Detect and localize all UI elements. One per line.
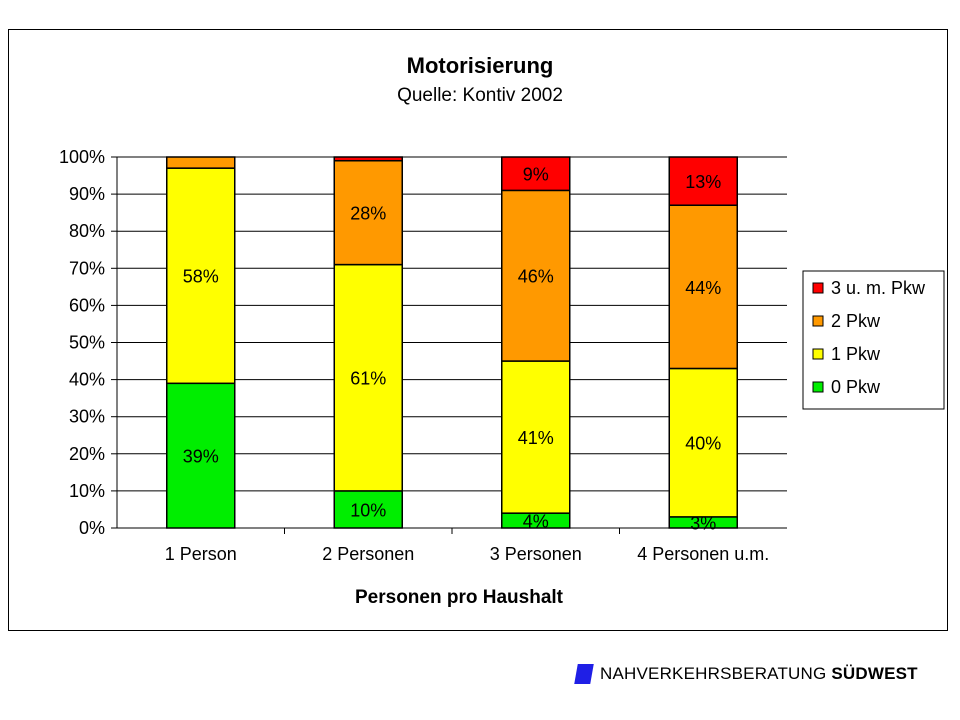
- bar-segment: [501, 189, 571, 362]
- x-tick-label: 2 Personen: [322, 544, 414, 564]
- bar-segment: [668, 367, 738, 518]
- bar-segment: [166, 382, 236, 529]
- bar-segment: [501, 156, 571, 192]
- legend-swatch: [812, 315, 824, 327]
- bar-segment: [333, 490, 403, 529]
- y-tick-label: 100%: [59, 147, 105, 167]
- y-tick-label: 10%: [69, 481, 105, 501]
- legend: 3 u. m. Pkw 2 Pkw 1 Pkw 0 Pkw: [802, 270, 945, 410]
- footer-brand: NAHVERKEHRSBERATUNG SÜDWEST: [574, 662, 918, 686]
- data-label: 61%: [350, 369, 386, 389]
- x-tick-label: 1 Person: [165, 544, 237, 564]
- y-tick-label: 40%: [69, 370, 105, 390]
- y-tick-label: 0%: [79, 518, 105, 538]
- data-label: 13%: [685, 172, 721, 192]
- legend-swatch: [812, 381, 824, 393]
- x-tick-label: 4 Personen u.m.: [637, 544, 769, 564]
- bar-segment: [333, 159, 403, 266]
- data-label: 40%: [685, 434, 721, 454]
- legend-swatch: [812, 348, 824, 360]
- y-tick-label: 80%: [69, 221, 105, 241]
- stacked-bar-chart: Motorisierung Quelle: Kontiv 2002 39% 58%…: [59, 53, 945, 608]
- data-label: 9%: [523, 165, 549, 185]
- x-axis-label: Personen pro Haushalt: [355, 587, 564, 608]
- legend-box: [802, 270, 945, 410]
- y-tick-label: 20%: [69, 444, 105, 464]
- data-label: 46%: [518, 267, 554, 287]
- chart-title: Motorisierung: [407, 53, 554, 78]
- y-tick-label: 70%: [69, 258, 105, 278]
- bar-segment: [501, 360, 571, 514]
- legend-label: 3 u. m. Pkw: [831, 278, 926, 298]
- brand-name: NAHVERKEHRSBERATUNG: [600, 664, 827, 683]
- x-tick-label: 3 Personen: [490, 544, 582, 564]
- data-label: 28%: [350, 204, 386, 224]
- bar-segment: [333, 263, 403, 492]
- data-label: 44%: [685, 278, 721, 298]
- axes: 0% 10% 20% 30% 40% 50% 60% 70% 80% 90% 100% 1 Perso…: [59, 147, 787, 564]
- chart-subtitle: Quelle: Kontiv 2002: [397, 85, 563, 106]
- bar-segment: [166, 156, 236, 169]
- y-tick-label: 30%: [69, 407, 105, 427]
- legend-label: 0 Pkw: [831, 377, 881, 397]
- bar-segment: [166, 167, 236, 385]
- data-label: 39%: [183, 447, 219, 467]
- data-label: 41%: [518, 428, 554, 448]
- legend-label: 1 Pkw: [831, 344, 881, 364]
- data-label: 10%: [350, 500, 386, 520]
- y-tick-label: 60%: [69, 295, 105, 315]
- legend-label: 2 Pkw: [831, 311, 881, 331]
- bar-segment: [333, 156, 403, 162]
- data-label: 4%: [523, 512, 549, 532]
- y-tick-label: 50%: [69, 333, 105, 353]
- legend-swatch: [812, 282, 824, 294]
- chart-frame: Motorisierung Quelle: Kontiv 2002 39% 58%…: [8, 29, 948, 631]
- bars: 39%58%10%61%28%4%41%46%9%3%40%44%13%: [166, 156, 738, 533]
- brand-logo-icon: [574, 664, 594, 684]
- brand-name-bold: SÜDWEST: [831, 664, 918, 683]
- data-label: 58%: [183, 267, 219, 287]
- bar-segment: [668, 156, 738, 206]
- y-tick-label: 90%: [69, 184, 105, 204]
